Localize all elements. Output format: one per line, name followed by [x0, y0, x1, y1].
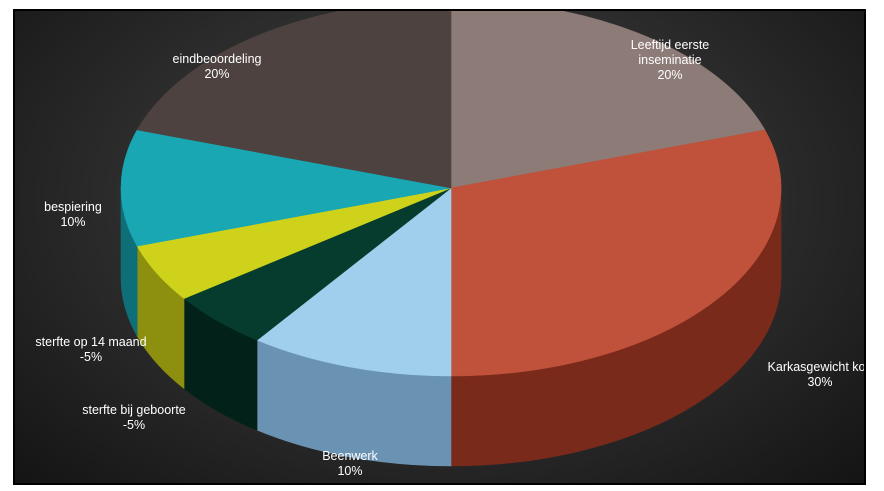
data-label-sterfte-bij-geboorte: sterfte bij geboorte: [82, 403, 186, 417]
data-label-value-sterfte-op-14-maand: -5%: [80, 350, 102, 364]
data-label-value-bespiering: 10%: [60, 215, 85, 229]
data-label-leeftijd-eerste-inseminatie: inseminatie: [638, 53, 701, 67]
data-label-leeftijd-eerste-inseminatie: Leeftijd eerste: [631, 38, 710, 52]
data-label-karkasgewicht-koe: Karkasgewicht koe: [768, 360, 864, 374]
chart-area: Leeftijd eerste inseminatie 20% Karkasgewic…: [13, 9, 866, 485]
data-label-sterfte-op-14-maand: sterfte op 14 maand: [35, 335, 146, 349]
data-label-value-karkasgewicht-koe: 30%: [807, 375, 832, 389]
pie-chart: Leeftijd eersteinseminatie20%Karkasgewic…: [35, 11, 864, 478]
pie-slice-leeftijd-eerste-inseminatie: [450, 11, 766, 189]
data-label-eindbeoordeling: eindbeoordeling: [173, 52, 262, 66]
pie-slice-karkasgewicht-koe: [450, 129, 782, 377]
data-label-bespiering: bespiering: [44, 200, 102, 214]
pie-slice-beenwerk: [256, 187, 452, 377]
data-label-value-sterfte-bij-geboorte: -5%: [123, 418, 145, 432]
data-label-beenwerk: Beenwerk: [322, 449, 378, 463]
pie-slice-bespiering: [120, 129, 452, 247]
data-label-value-eindbeoordeling: 20%: [204, 67, 229, 81]
data-label-value-leeftijd-eerste-inseminatie: 20%: [657, 68, 682, 82]
data-label-value-beenwerk: 10%: [337, 464, 362, 478]
pie-slice-eindbeoordeling: [136, 11, 452, 189]
